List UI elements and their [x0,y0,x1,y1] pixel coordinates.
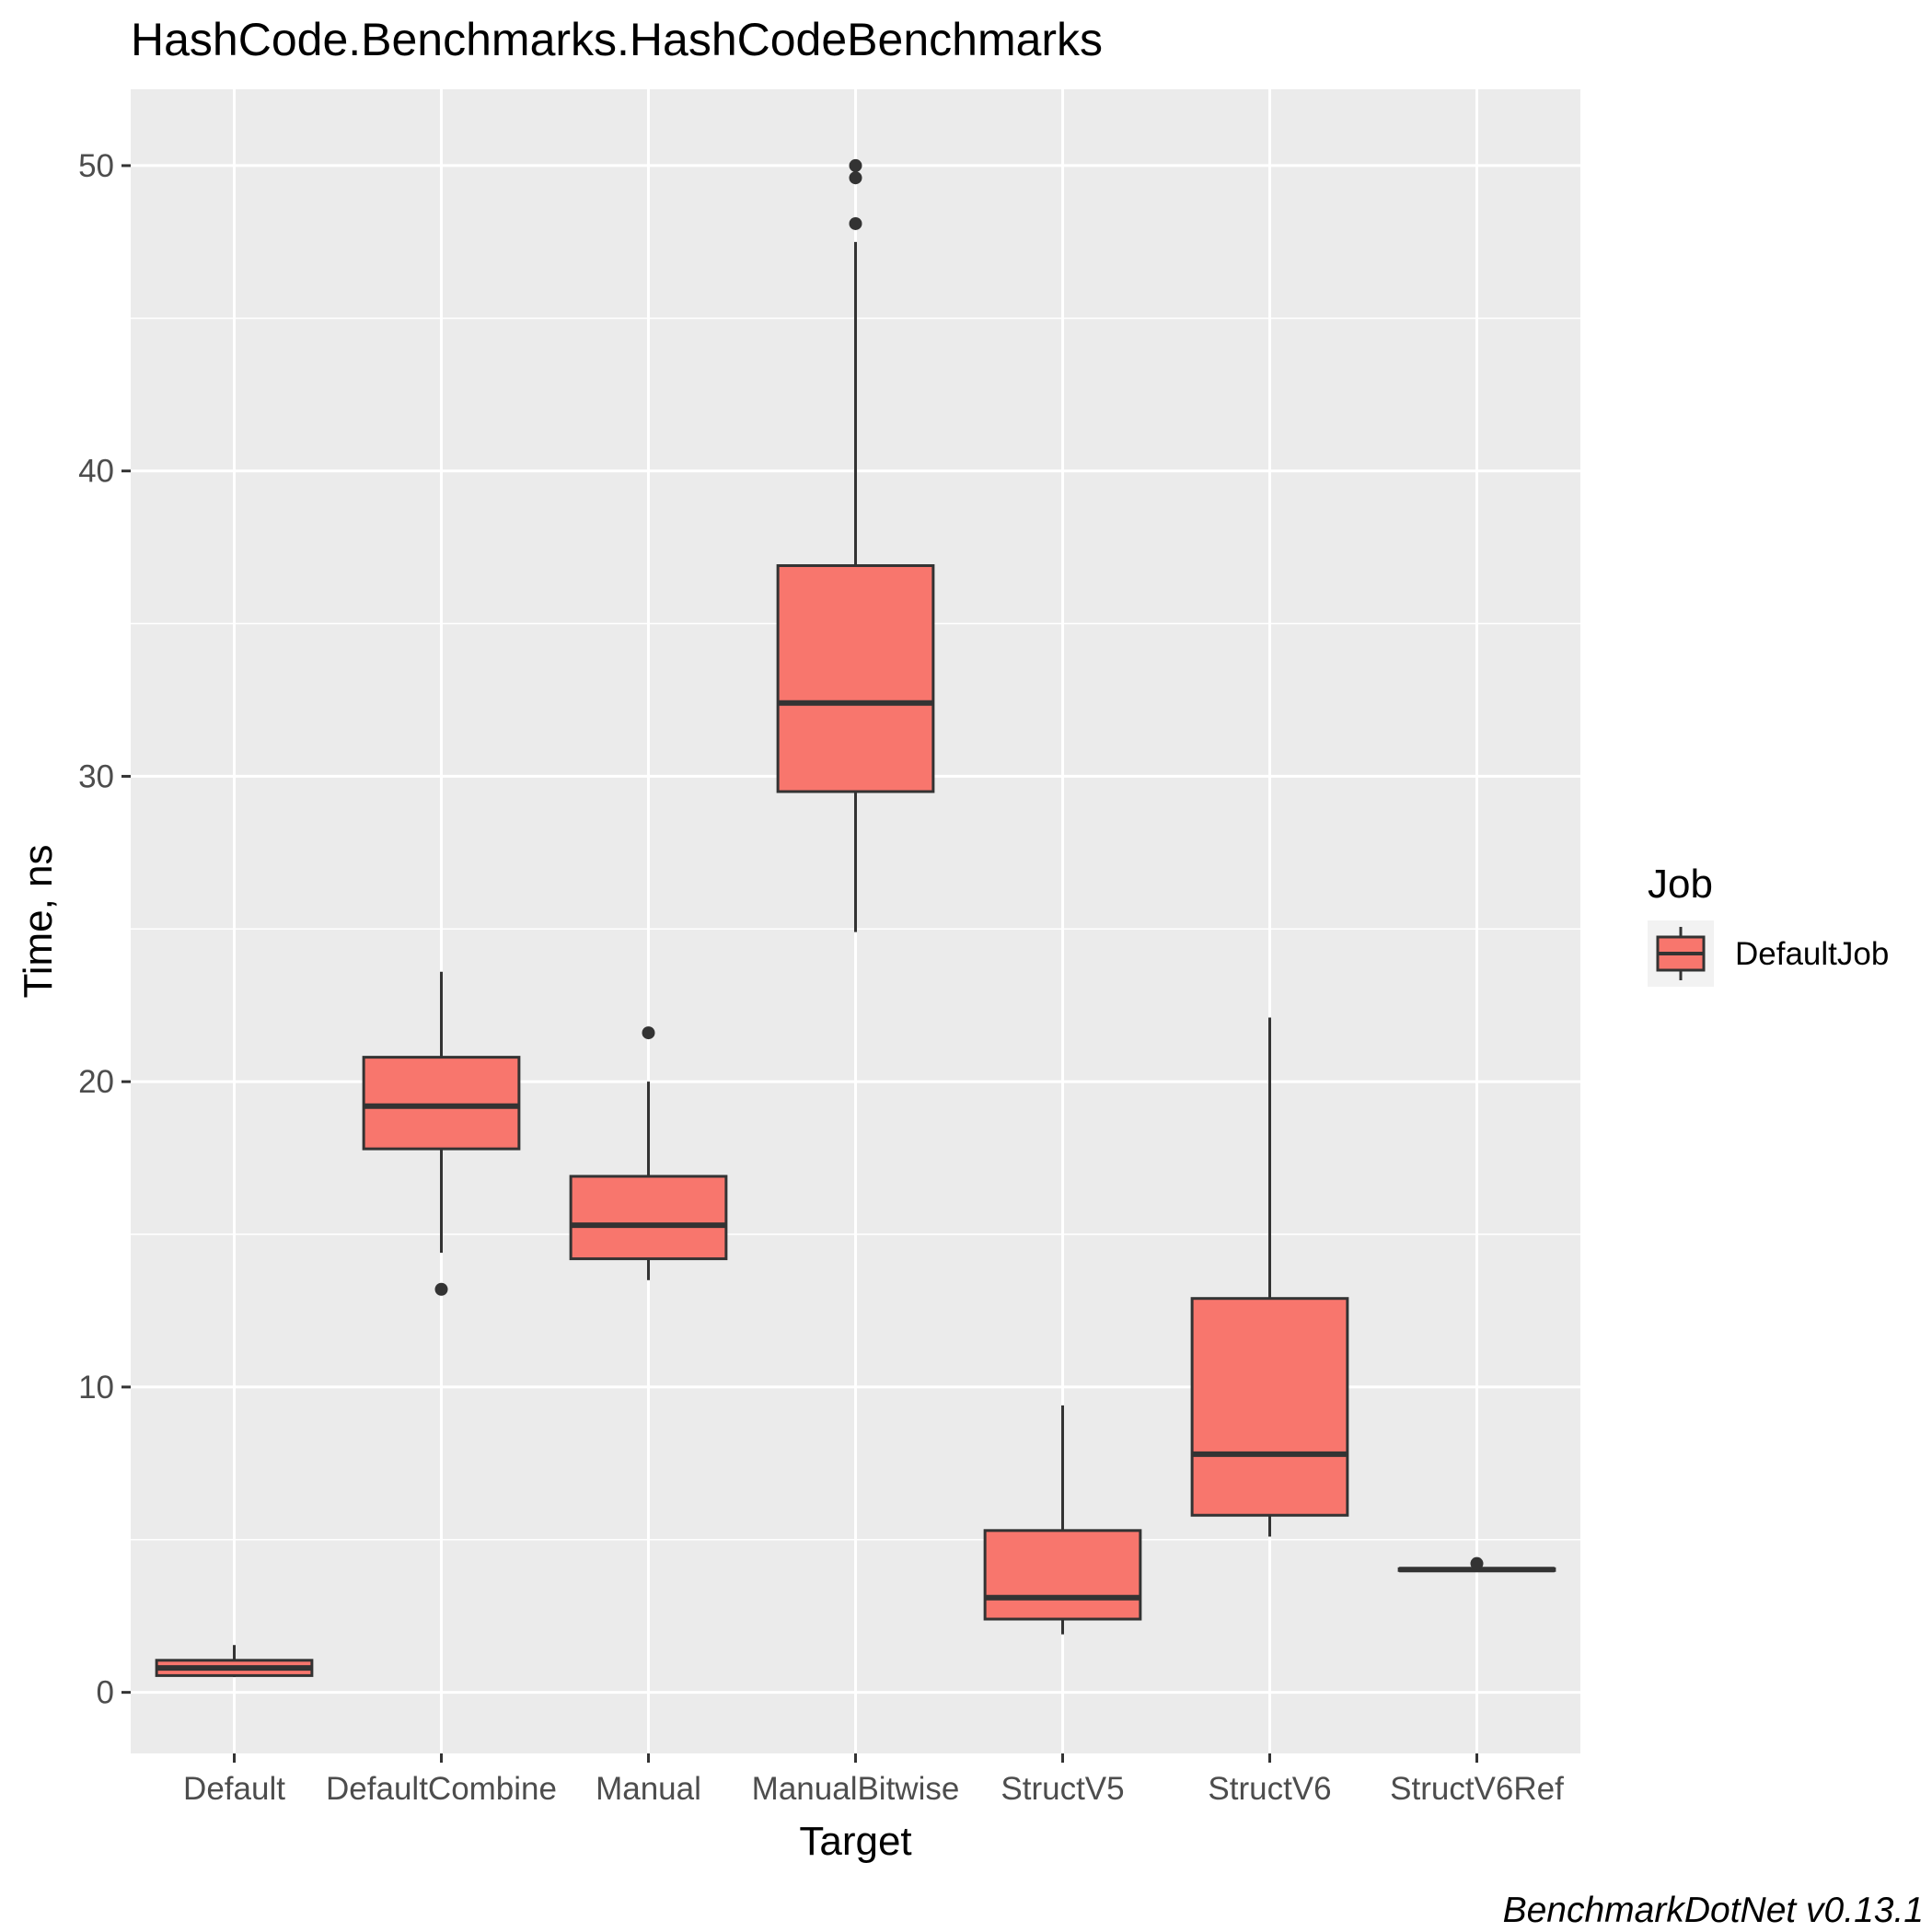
x-tick-label: StructV6Ref [1390,1771,1564,1807]
box-iqr [571,1176,726,1259]
y-tick-label: 30 [78,758,114,794]
x-tick-label: ManualBitwise [752,1771,960,1807]
y-axis-title: Time, ns [16,844,61,998]
legend-title: Job [1648,862,1713,907]
outlier-point [850,217,862,230]
outlier-point [1471,1557,1484,1570]
outlier-point [642,1026,655,1039]
y-tick-label: 0 [97,1675,114,1711]
x-axis-title: Target [799,1819,911,1864]
chart-title: HashCode.Benchmarks.HashCodeBenchmarks [131,14,1103,65]
y-tick-label: 50 [78,148,114,184]
legend-entry-label: DefaultJob [1735,936,1889,972]
x-tick-label: Default [183,1771,285,1807]
y-tick-label: 10 [78,1370,114,1406]
outlier-point [850,159,862,172]
outlier-point [435,1283,448,1296]
y-tick-label: 40 [78,454,114,490]
box-iqr [985,1531,1140,1619]
y-tick-label: 20 [78,1064,114,1100]
x-tick-label: StructV5 [1001,1771,1124,1807]
chart-caption: BenchmarkDotNet v0.13.1 [1503,1891,1924,1930]
x-tick-label: DefaultCombine [326,1771,557,1807]
outlier-point [850,171,862,184]
box-iqr [1192,1299,1348,1516]
x-tick-label: StructV6 [1208,1771,1331,1807]
box-iqr [778,566,933,792]
x-tick-label: Manual [596,1771,701,1807]
box-iqr [364,1058,519,1150]
